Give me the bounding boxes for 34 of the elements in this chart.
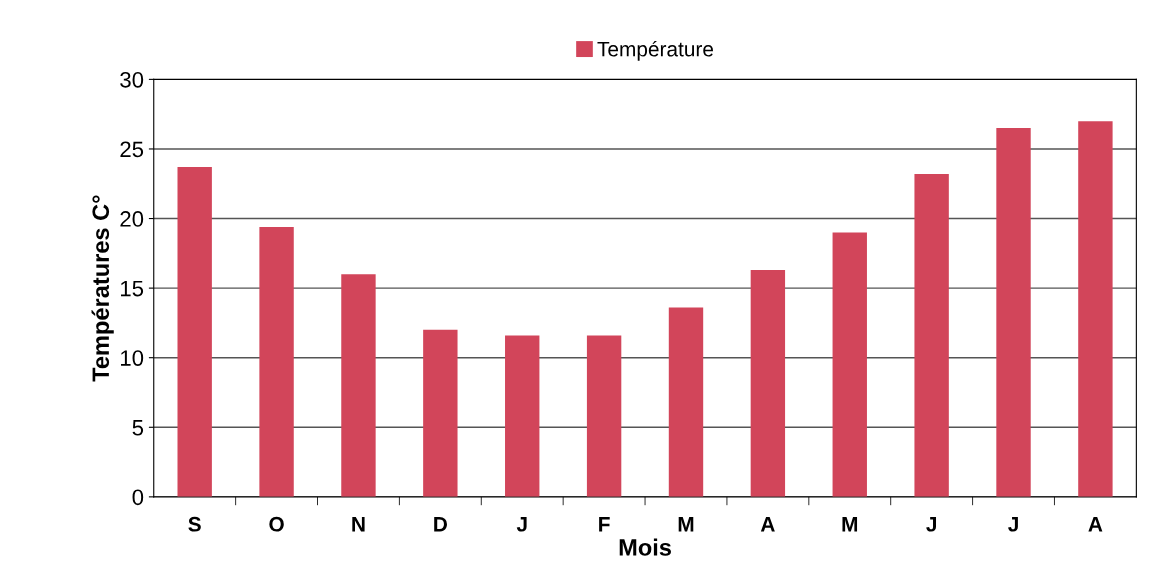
y-tick-label: 25 [120,141,144,158]
bar [1078,121,1113,497]
x-tick-label: M [842,517,858,532]
x-tick-label: M [678,517,694,532]
y-tick-label: 15 [121,280,144,297]
x-tick-label: F [599,517,610,532]
bar [750,270,786,497]
y-tick-label: 0 [132,489,144,506]
x-axis-title: Mois [619,538,671,556]
bar [259,226,294,497]
bar [586,335,622,497]
y-tick-label: 30 [120,71,144,88]
x-tick-label: S [188,516,201,532]
x-tick-label: J [516,517,527,532]
bar [914,174,949,497]
bar [668,307,704,497]
x-tick-label: D [434,517,447,532]
x-tick-label: N [352,517,365,532]
y-tick-label: 20 [120,211,144,227]
x-tick-label: J [926,517,937,532]
y-tick-label: 5 [132,420,144,436]
legend-label: Température [597,40,714,61]
x-tick-label: J [1008,517,1018,532]
bar [832,232,867,497]
bar [423,329,458,497]
x-tick-label: O [269,516,284,532]
bar [505,335,540,497]
y-tick-label: 10 [121,350,144,366]
x-tick-label: A [1088,517,1103,532]
bar [341,274,376,497]
bar [177,167,212,497]
y-axis-title: Températures C° [91,195,114,382]
x-tick-label: A [760,517,775,532]
bar [996,128,1031,497]
